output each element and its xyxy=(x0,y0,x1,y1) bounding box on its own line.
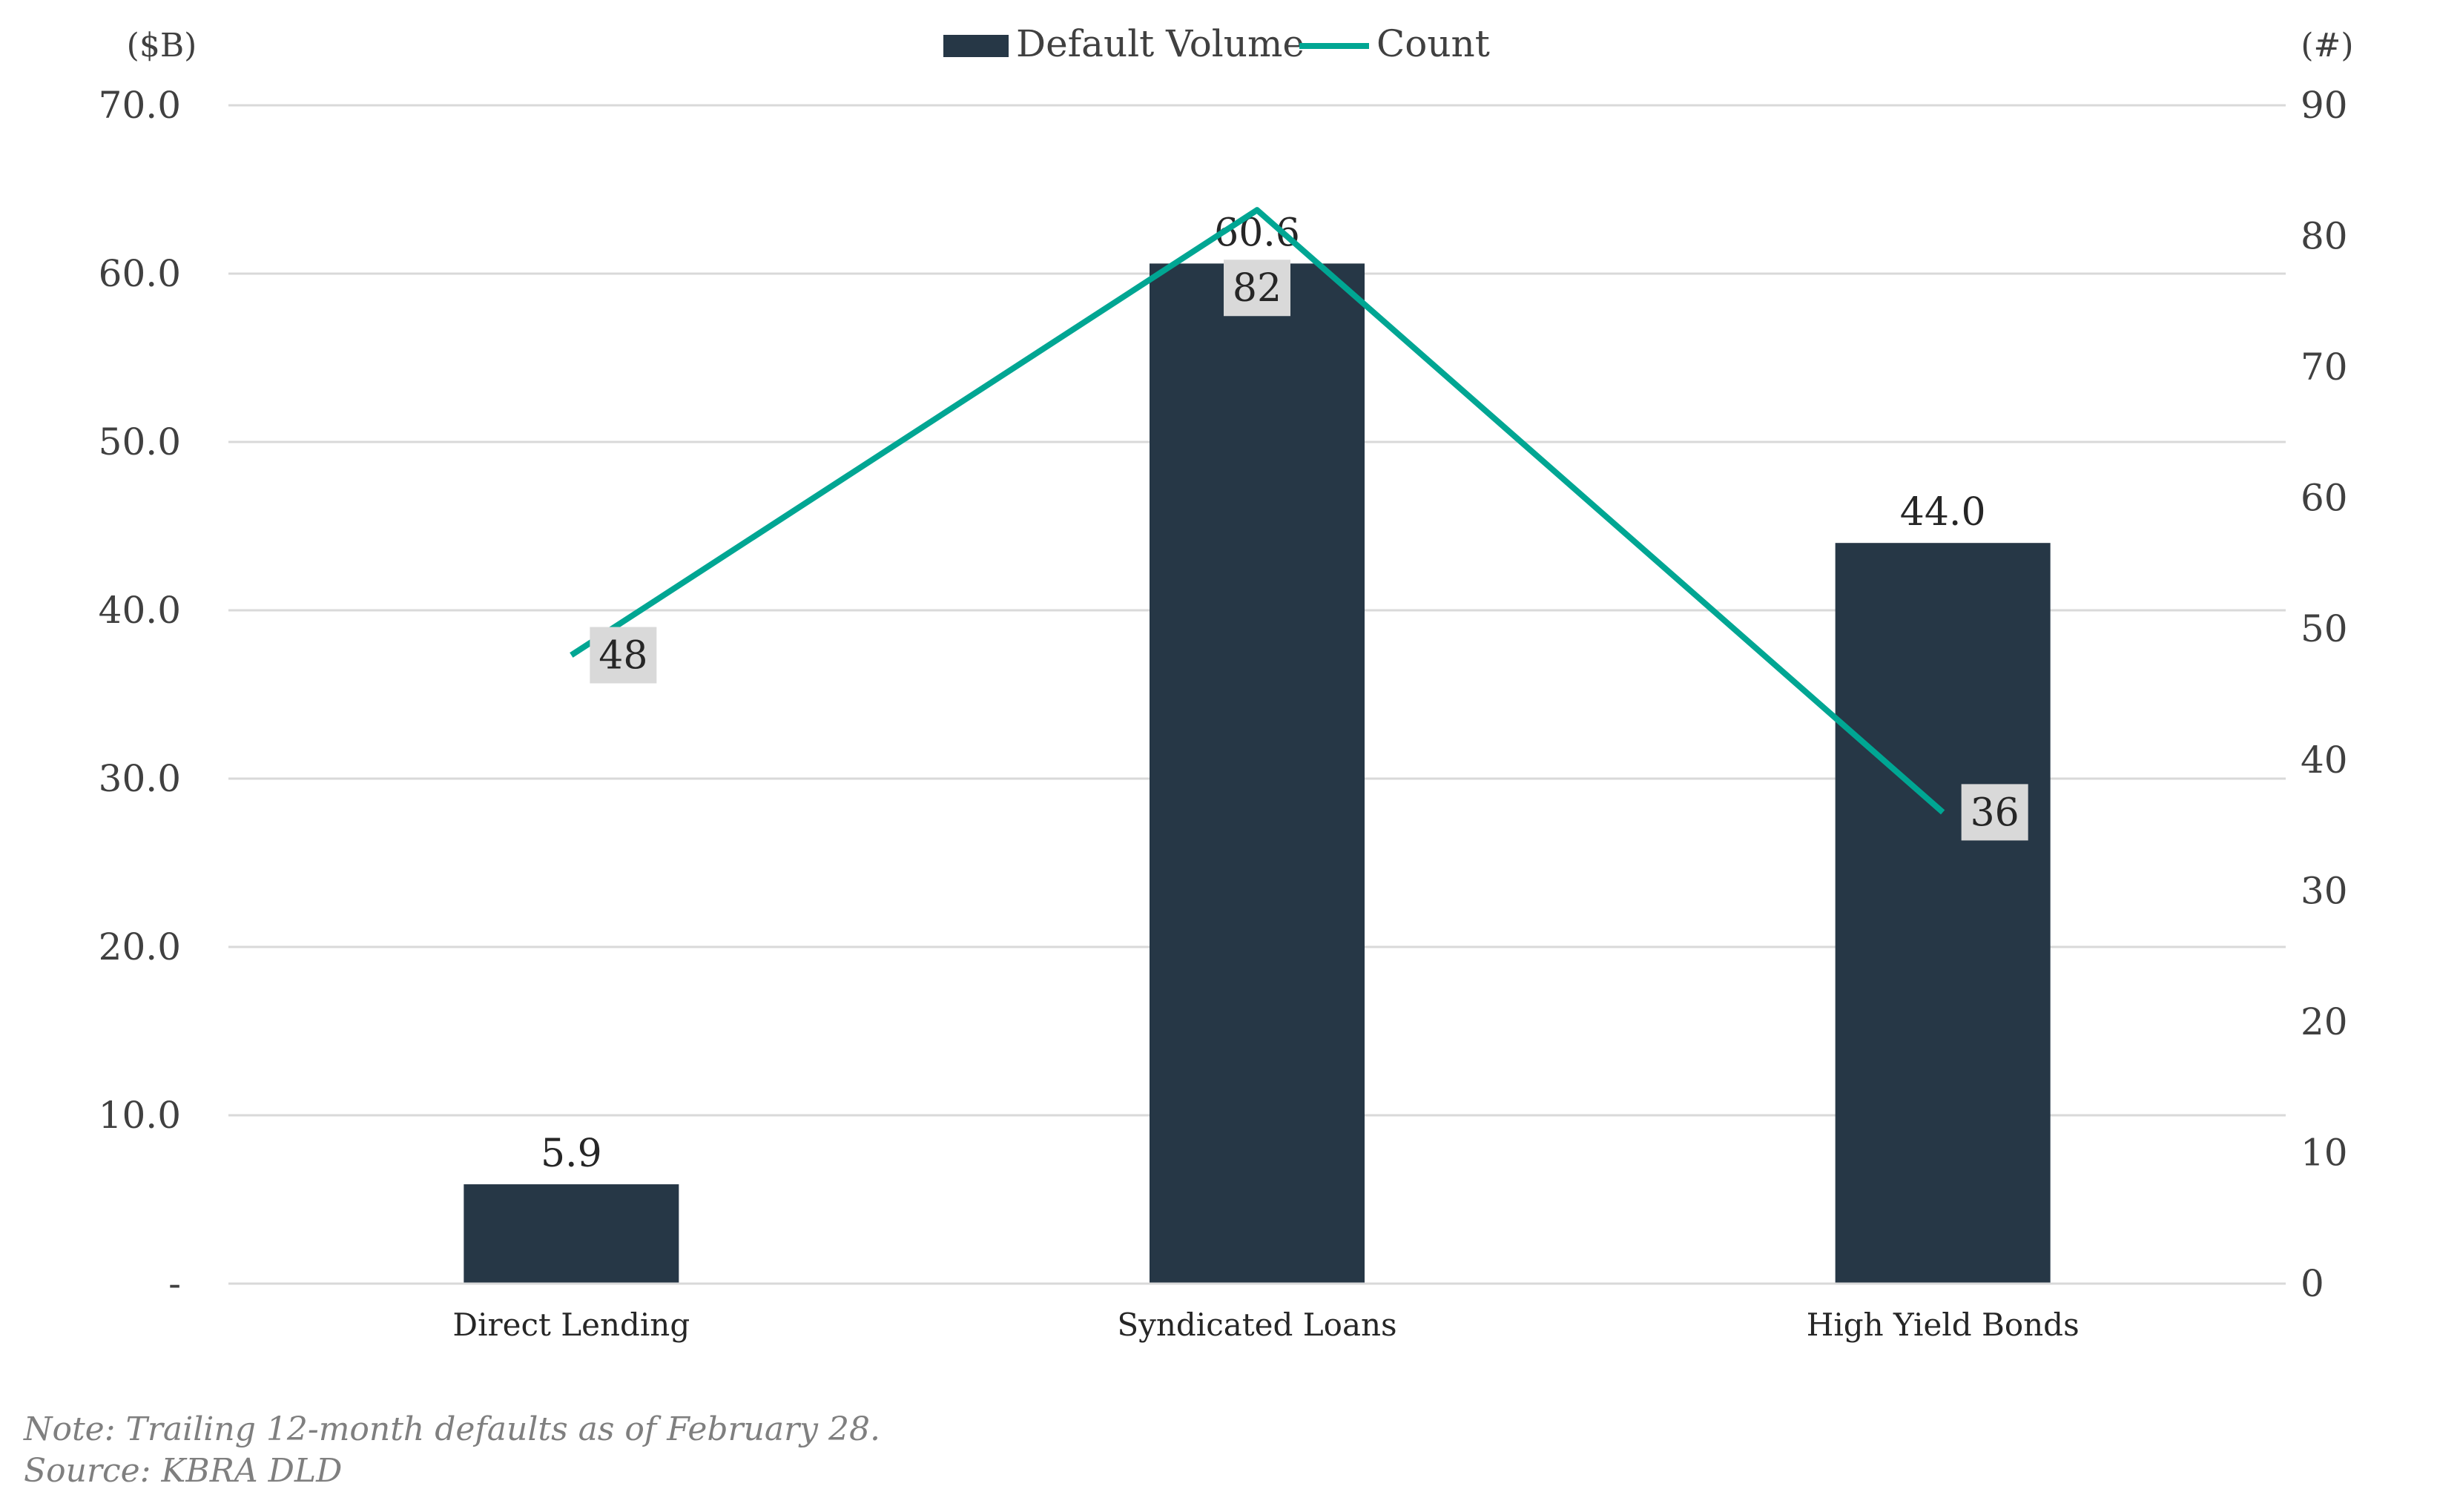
combo-chart: - 10.0 20.0 30.0 40.0 50.0 60.0 70.0 0 10 20 30 40 5… xyxy=(99,22,2354,1343)
line-value-label: 48 xyxy=(590,627,657,684)
left-tick-label: 70.0 xyxy=(99,84,181,127)
legend-label-count: Count xyxy=(1376,22,1490,65)
line-value-label: 82 xyxy=(1224,260,1290,317)
bar-value-label: 44.0 xyxy=(1900,490,1986,535)
line-label-box xyxy=(1224,260,1290,317)
bar-high-yield-bonds xyxy=(1835,543,2051,1284)
left-axis-unit-label: ($B) xyxy=(127,27,197,65)
category-labels: Direct Lending Syndicated Loans High Yield… xyxy=(452,1307,2079,1343)
right-axis-ticks: 0 10 20 30 40 50 60 70 80 90 xyxy=(2301,84,2348,1305)
count-line-series xyxy=(570,207,1945,815)
right-tick-label: 10 xyxy=(2301,1131,2348,1174)
line-data-labels: 48 82 36 xyxy=(590,260,2028,841)
category-label: High Yield Bonds xyxy=(1807,1307,2080,1343)
left-tick-label: 10.0 xyxy=(99,1094,181,1137)
right-tick-label: 50 xyxy=(2301,607,2348,650)
line-label-text: 82 xyxy=(1233,266,1282,311)
category-label: Direct Lending xyxy=(452,1307,690,1343)
right-tick-label: 80 xyxy=(2301,215,2348,258)
right-tick-label: 30 xyxy=(2301,869,2348,912)
right-tick-label: 20 xyxy=(2301,1000,2348,1043)
left-tick-label: 60.0 xyxy=(99,252,181,295)
legend-swatch-default-volume xyxy=(943,35,1009,57)
left-tick-label: 40.0 xyxy=(99,589,181,632)
right-tick-label: 90 xyxy=(2301,84,2348,127)
right-tick-label: 0 xyxy=(2301,1262,2324,1305)
line-value-label: 36 xyxy=(1961,784,2028,841)
bar-series xyxy=(464,263,2051,1284)
line-label-text: 48 xyxy=(598,634,647,679)
bar-direct-lending xyxy=(464,1184,679,1284)
right-tick-label: 70 xyxy=(2301,346,2348,389)
left-tick-label: 50.0 xyxy=(99,420,181,463)
line-label-box xyxy=(1961,784,2028,841)
legend-label-default-volume: Default Volume xyxy=(1016,22,1305,65)
bar-syndicated-loans xyxy=(1150,263,1365,1284)
left-tick-label: 30.0 xyxy=(99,757,181,800)
line-label-box xyxy=(590,627,657,684)
right-tick-label: 40 xyxy=(2301,739,2348,782)
category-label: Syndicated Loans xyxy=(1117,1307,1396,1343)
chart-note: Note: Trailing 12-month defaults as of F… xyxy=(24,1410,880,1448)
line-label-text: 36 xyxy=(1971,790,2019,835)
left-tick-label: - xyxy=(168,1262,181,1305)
left-axis-ticks: - 10.0 20.0 30.0 40.0 50.0 60.0 70.0 xyxy=(99,84,181,1305)
right-tick-label: 60 xyxy=(2301,477,2348,520)
bar-value-label: 5.9 xyxy=(541,1132,602,1176)
right-axis-unit-label: (#) xyxy=(2301,27,2353,65)
left-tick-label: 20.0 xyxy=(99,925,181,968)
chart-source: Source: KBRA DLD xyxy=(24,1452,343,1490)
legend: Default Volume Count xyxy=(943,22,1490,65)
count-line xyxy=(570,207,1945,815)
